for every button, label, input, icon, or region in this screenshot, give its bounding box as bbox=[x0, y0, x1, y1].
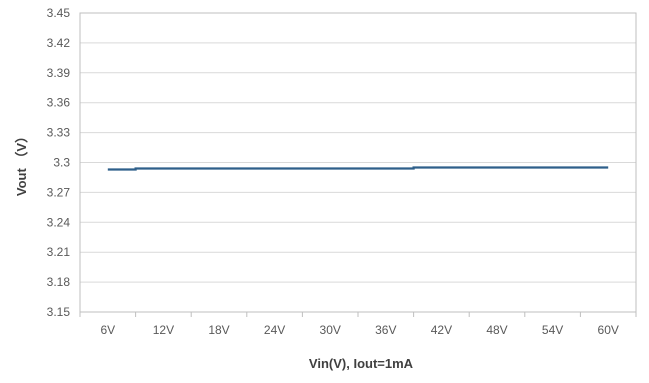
series-group bbox=[108, 167, 608, 169]
x-tick-label-2: 18V bbox=[208, 323, 229, 337]
x-tick-label-1: 12V bbox=[153, 323, 174, 337]
x-axis-ticks: 6V 12V 18V 24V 30V 36V 42V 48V 54V 60V bbox=[80, 312, 636, 337]
y-tick-label-10: 3.45 bbox=[47, 6, 71, 20]
x-tick-label-5: 36V bbox=[375, 323, 396, 337]
x-tick-label-8: 54V bbox=[542, 323, 563, 337]
x-tick-label-3: 24V bbox=[264, 323, 285, 337]
y-tick-label-3: 3.24 bbox=[47, 215, 71, 229]
y-tick-label-8: 3.39 bbox=[47, 66, 71, 80]
series-line-0 bbox=[108, 167, 608, 169]
y-tick-label-2: 3.21 bbox=[47, 245, 71, 259]
x-tick-label-6: 42V bbox=[431, 323, 452, 337]
x-tick-label-4: 30V bbox=[320, 323, 341, 337]
x-tick-label-0: 6V bbox=[100, 323, 115, 337]
y-tick-label-0: 3.15 bbox=[47, 305, 71, 319]
y-tick-label-6: 3.33 bbox=[47, 126, 71, 140]
y-tick-label-9: 3.42 bbox=[47, 36, 71, 50]
y-axis-ticks: 3.15 3.18 3.21 3.24 3.27 3.3 3.33 3.36 3.39 3.42 3… bbox=[47, 6, 71, 319]
y-tick-label-4: 3.27 bbox=[47, 185, 71, 199]
gridlines bbox=[80, 13, 636, 312]
y-tick-label-1: 3.18 bbox=[47, 275, 71, 289]
y-tick-label-7: 3.36 bbox=[47, 96, 71, 110]
x-tick-label-7: 48V bbox=[486, 323, 507, 337]
y-tick-label-5: 3.3 bbox=[53, 156, 70, 170]
x-axis-label: Vin(V), Iout=1mA bbox=[309, 356, 414, 371]
x-tick-label-9: 60V bbox=[598, 323, 619, 337]
y-axis-label: Vout （V） bbox=[14, 130, 29, 196]
